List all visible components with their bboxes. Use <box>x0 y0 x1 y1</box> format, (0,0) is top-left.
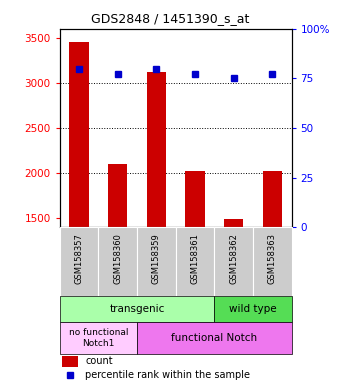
Bar <box>137 322 292 354</box>
Text: GSM158362: GSM158362 <box>229 233 238 284</box>
Text: GDS2848 / 1451390_s_at: GDS2848 / 1451390_s_at <box>91 12 250 25</box>
Bar <box>62 356 78 367</box>
Text: count: count <box>85 356 113 366</box>
Text: percentile rank within the sample: percentile rank within the sample <box>85 370 250 380</box>
Bar <box>214 296 292 322</box>
Text: wild type: wild type <box>229 304 277 314</box>
Text: no functional
Notch1: no functional Notch1 <box>69 328 128 348</box>
Text: GSM158357: GSM158357 <box>74 233 84 284</box>
Bar <box>60 227 98 296</box>
Bar <box>263 170 282 227</box>
Bar <box>60 296 214 322</box>
Text: functional Notch: functional Notch <box>171 333 257 343</box>
Text: GSM158360: GSM158360 <box>113 233 122 284</box>
Bar <box>137 227 176 296</box>
Bar <box>147 72 166 227</box>
Bar <box>176 227 214 296</box>
Text: GSM158359: GSM158359 <box>152 233 161 284</box>
Bar <box>214 227 253 296</box>
Text: GSM158361: GSM158361 <box>190 233 199 284</box>
Bar <box>224 219 243 227</box>
Bar <box>185 172 205 227</box>
Bar <box>69 42 89 227</box>
Bar <box>253 227 292 296</box>
Bar <box>108 164 127 227</box>
Text: transgenic: transgenic <box>109 304 165 314</box>
Bar <box>98 227 137 296</box>
Text: GSM158363: GSM158363 <box>268 233 277 284</box>
Bar <box>60 322 137 354</box>
